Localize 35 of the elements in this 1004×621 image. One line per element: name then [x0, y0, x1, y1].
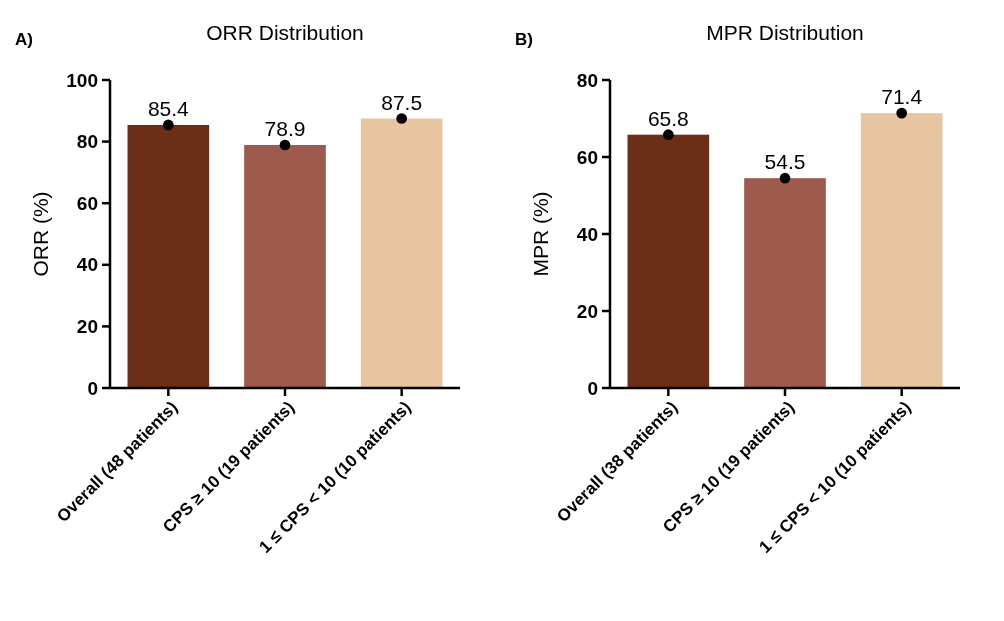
- bar: [744, 178, 826, 388]
- y-tick-label: 40: [76, 254, 98, 276]
- text: A): [15, 30, 33, 49]
- point: [396, 113, 408, 124]
- y-tick-label: 20: [576, 300, 598, 322]
- y-tick-label: 20: [76, 316, 98, 338]
- data-label: 65.8: [647, 106, 689, 130]
- data-label: 71.4: [881, 85, 923, 109]
- point: [279, 139, 291, 151]
- y-tick-label: 60: [76, 192, 98, 214]
- point: [779, 172, 791, 184]
- bar: [627, 134, 710, 388]
- data-label: 87.5: [381, 90, 423, 114]
- point: [162, 119, 174, 131]
- y-tick-label: 0: [87, 377, 98, 399]
- bar: [860, 113, 943, 388]
- chart-title: MPR Distribution: [706, 21, 864, 44]
- y-tick-label: 0: [587, 377, 598, 399]
- chart-title: ORR Distribution: [206, 21, 364, 44]
- y-axis-title: ORR (%): [29, 191, 52, 277]
- data-label: 78.9: [264, 116, 306, 140]
- y-tick-label: 80: [576, 69, 598, 91]
- y-tick-label: 100: [66, 69, 98, 91]
- point: [896, 107, 908, 119]
- y-axis-title: MPR (%): [529, 191, 552, 277]
- y-tick-label: 40: [576, 223, 598, 245]
- bar: [244, 144, 326, 388]
- point: [662, 129, 674, 141]
- y-tick-label: 80: [76, 131, 98, 153]
- bar: [360, 118, 443, 388]
- y-tick-label: 60: [576, 146, 598, 168]
- text: B): [515, 30, 533, 49]
- bar: [127, 124, 210, 388]
- data-label: 54.5: [764, 150, 806, 174]
- data-label: 85.4: [147, 96, 190, 120]
